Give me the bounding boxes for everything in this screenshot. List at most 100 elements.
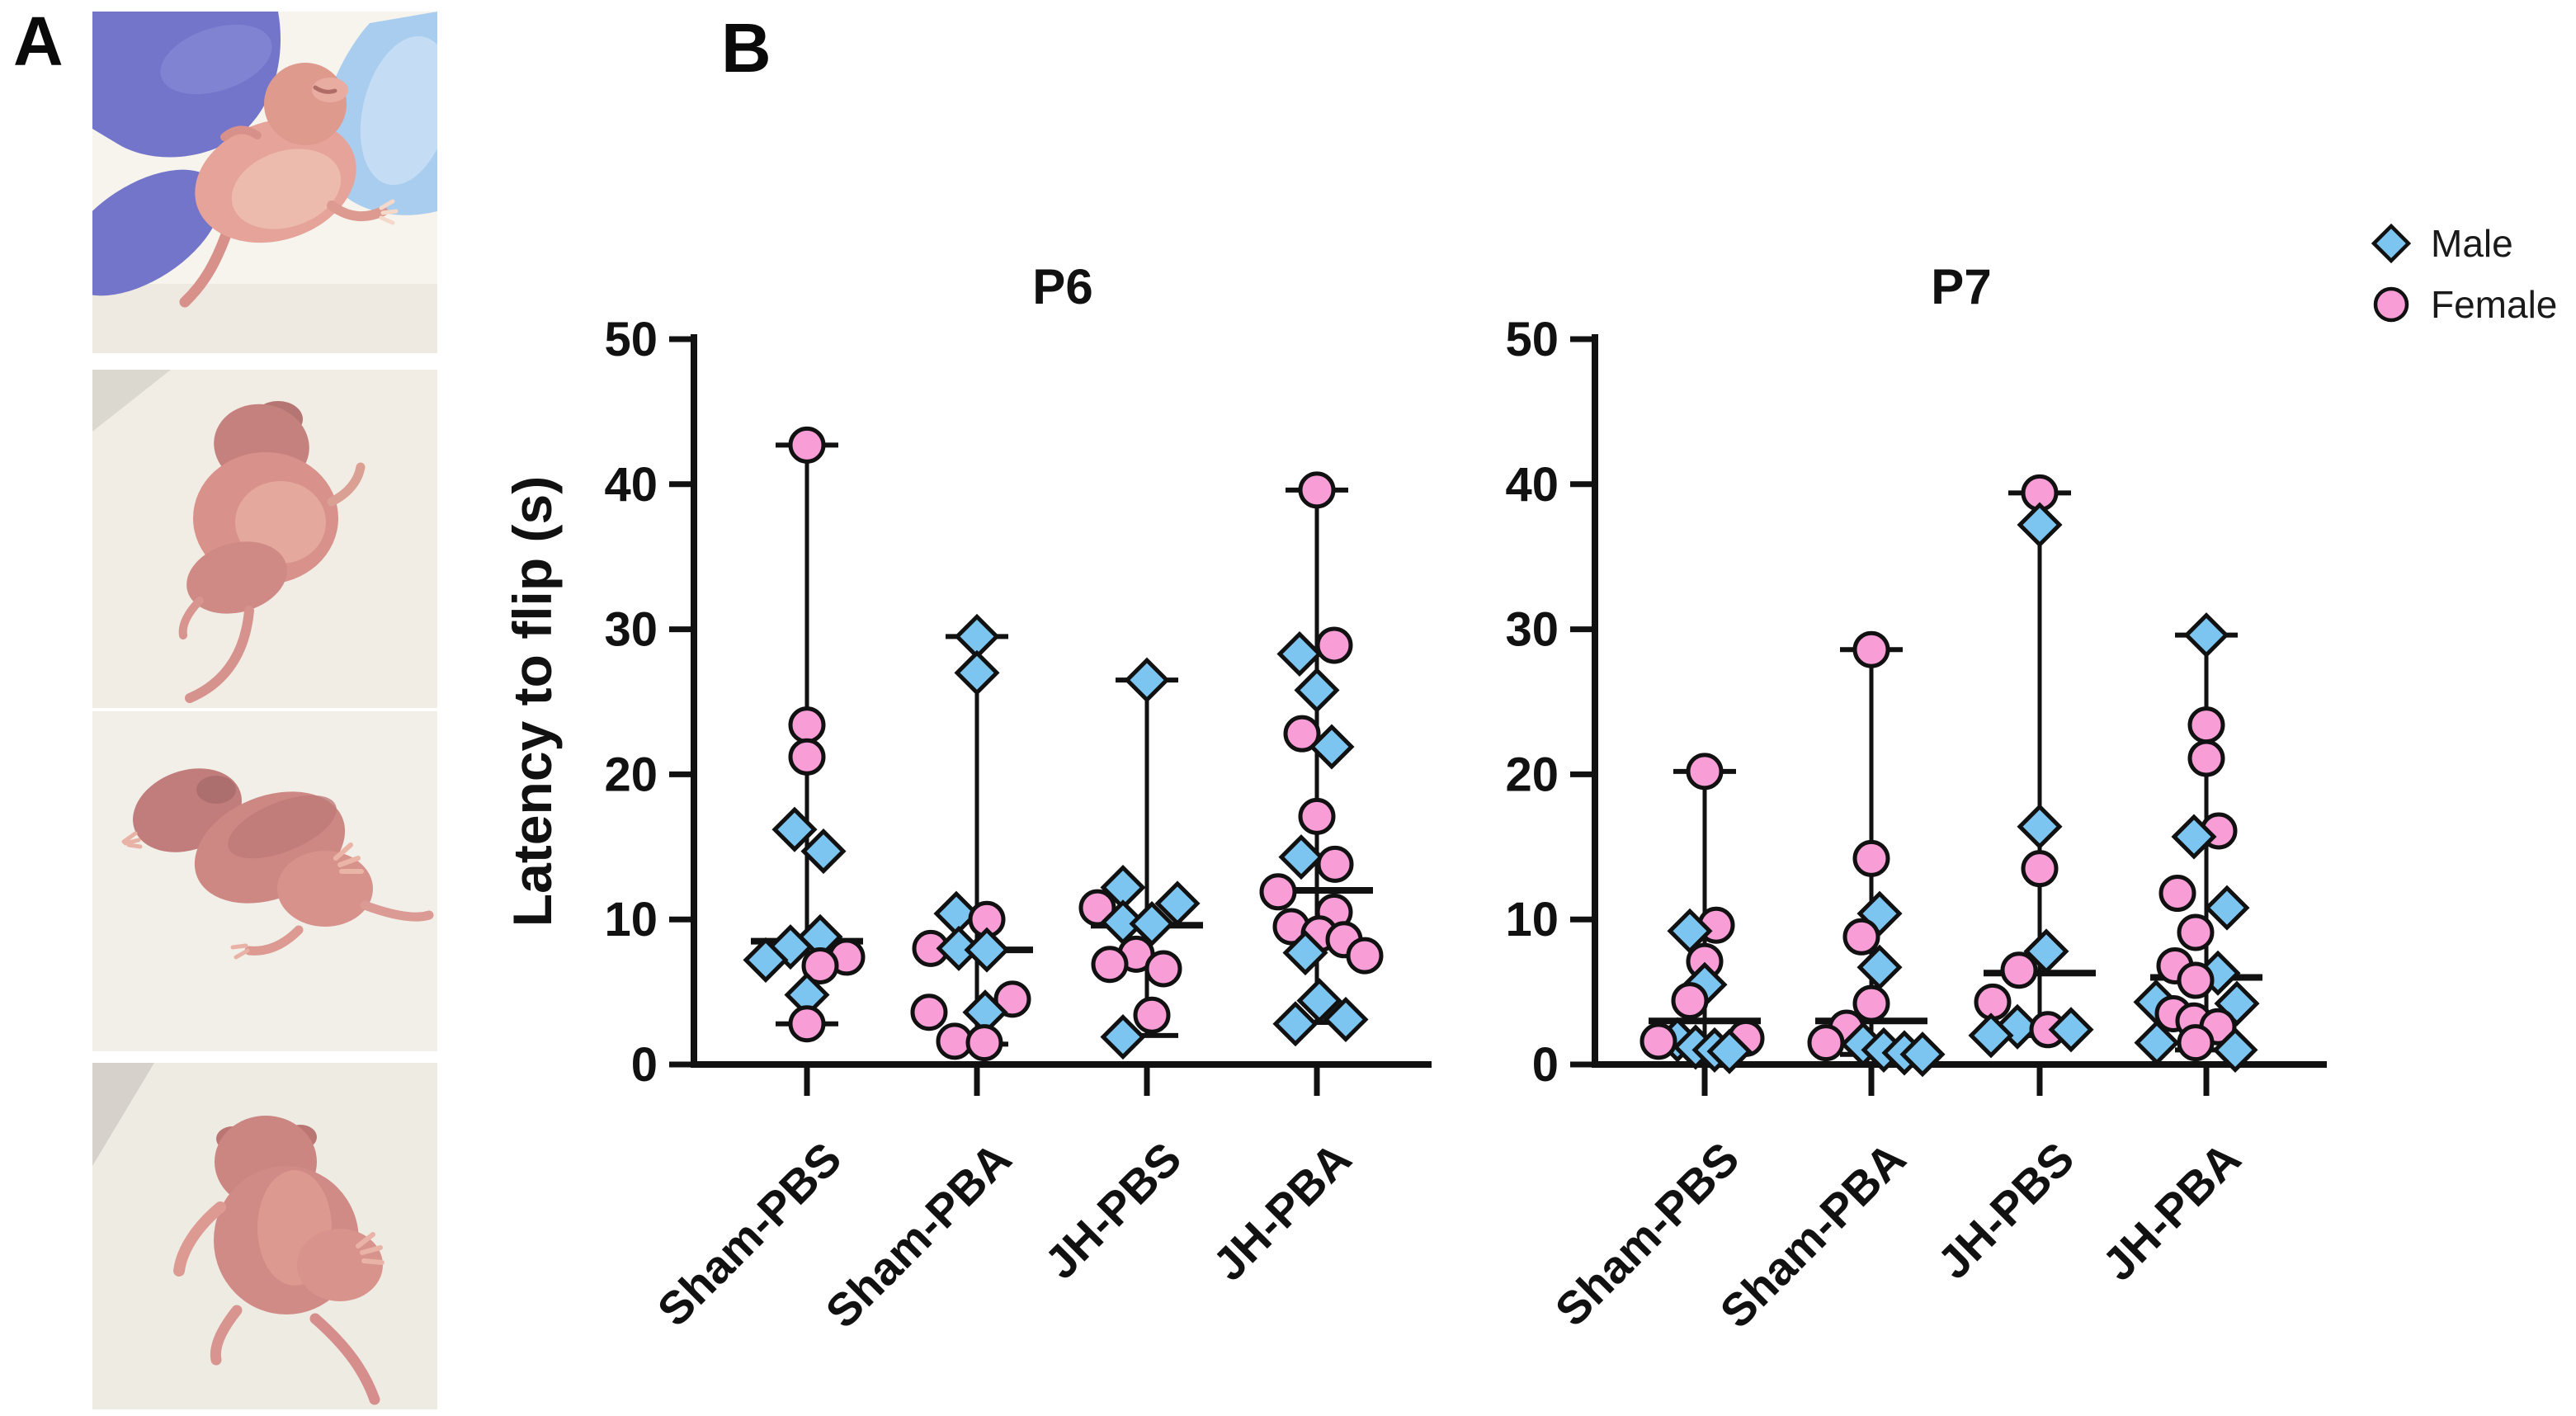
pup-mouth [313, 85, 337, 94]
pup-toes [379, 199, 399, 225]
pup-tail [309, 1313, 380, 1405]
photo-pup-prone [92, 1063, 437, 1409]
pup-front-toes [121, 831, 143, 849]
y-axis-title: Latency to flip (s) [502, 476, 563, 927]
data-point-female [788, 706, 826, 744]
glove-highlight [160, 24, 272, 95]
data-point-female [2187, 739, 2225, 777]
data-point-male [1276, 630, 1323, 677]
data-point-male [2212, 1027, 2258, 1073]
data-point-female [788, 738, 826, 776]
data-point-male [2171, 814, 2217, 860]
data-point-female [2177, 1024, 2215, 1062]
data-point-male [1899, 1031, 1946, 1078]
legend-label-male: Male [2431, 222, 2513, 265]
data-point-female [1974, 983, 2012, 1021]
pup-haunch [297, 1229, 383, 1301]
data-point-female [1852, 630, 1890, 668]
legend-item-female: Female [2370, 274, 2557, 335]
pup-foreleg [327, 462, 366, 507]
y-tick-label: 50 [1505, 313, 1559, 366]
data-point-female [788, 426, 826, 464]
pup-tail [179, 222, 234, 308]
pup-tail [360, 900, 434, 922]
chart-title: P7 [1931, 259, 1991, 314]
data-point-male [2017, 502, 2063, 548]
data-point-male [1154, 880, 1201, 927]
pup-haunch [186, 541, 287, 614]
data-point-female [2177, 961, 2215, 999]
photo-pup-rolling [92, 711, 437, 1051]
data-point-male [1100, 1014, 1146, 1060]
data-point-female [1315, 626, 1353, 664]
data-point-female [1639, 1022, 1677, 1060]
data-point-female [965, 1024, 1003, 1062]
data-point-male [1294, 667, 1340, 713]
data-point-male [2204, 885, 2250, 931]
data-point-female [2177, 913, 2215, 951]
y-tick-label: 20 [1505, 748, 1559, 801]
legend-label-female: Female [2431, 283, 2558, 326]
data-point-female [2158, 875, 2196, 913]
y-tick-label: 10 [604, 893, 658, 946]
y-tick-label: 30 [604, 603, 658, 657]
glove-highlight-2 [360, 35, 437, 186]
pup-head [264, 63, 347, 145]
data-point-male [964, 927, 1010, 973]
pup-ear [196, 776, 236, 804]
male-diamond-icon [2371, 223, 2412, 264]
data-point-female [993, 980, 1031, 1018]
pup-hind-toes [230, 943, 250, 960]
pup-toes [333, 843, 364, 874]
data-point-female [1852, 839, 1890, 877]
data-point-female [1283, 715, 1321, 753]
x-category-label: JH-PBA [2092, 1132, 2251, 1291]
data-point-male [743, 937, 789, 983]
data-point-male [936, 925, 982, 971]
data-point-female [1686, 753, 1724, 791]
x-category-label: JH-PBS [1035, 1132, 1191, 1289]
data-point-male [954, 649, 1000, 696]
data-point-female [910, 994, 948, 1031]
data-point-male [1278, 834, 1324, 880]
pup-tail [185, 606, 254, 703]
data-point-female [1316, 845, 1354, 883]
corner-shadow [92, 1063, 154, 1166]
legend: Male Female [2370, 213, 2557, 335]
pup-belly [231, 149, 342, 229]
y-tick-label: 0 [1532, 1038, 1559, 1092]
chart-title: P6 [1032, 259, 1092, 314]
data-point-female [1842, 918, 1880, 956]
panel-a-label: A [13, 2, 64, 80]
y-tick-label: 30 [1505, 603, 1559, 657]
data-point-female [1133, 996, 1171, 1034]
data-point-male [2134, 1020, 2180, 1066]
data-point-female [2187, 706, 2225, 744]
data-point-male [800, 828, 847, 875]
data-point-male [771, 806, 818, 852]
data-point-male [2017, 804, 2063, 850]
data-point-female [1259, 873, 1297, 911]
pup-foreleg [173, 1201, 226, 1277]
data-point-female [1144, 950, 1182, 988]
pup-haunch [277, 851, 373, 927]
data-point-male [2048, 1007, 2094, 1053]
data-point-female [1078, 889, 1116, 927]
legend-item-male: Male [2370, 213, 2557, 274]
data-point-male [1968, 1012, 2014, 1059]
data-point-male [2183, 612, 2229, 658]
pup-back-shade [228, 795, 337, 859]
pup-hindleg [244, 925, 304, 956]
photo-pup-supine [92, 12, 437, 353]
pup-hindleg [210, 1305, 243, 1366]
data-point-male [1706, 1028, 1753, 1074]
data-point-female [1671, 982, 1709, 1020]
data-point-male [2023, 928, 2069, 975]
y-tick-label: 50 [604, 313, 658, 366]
data-point-female [1298, 797, 1336, 835]
table-shadow [92, 284, 437, 353]
panel-b-label: B [721, 9, 771, 87]
y-tick-label: 40 [604, 458, 658, 512]
